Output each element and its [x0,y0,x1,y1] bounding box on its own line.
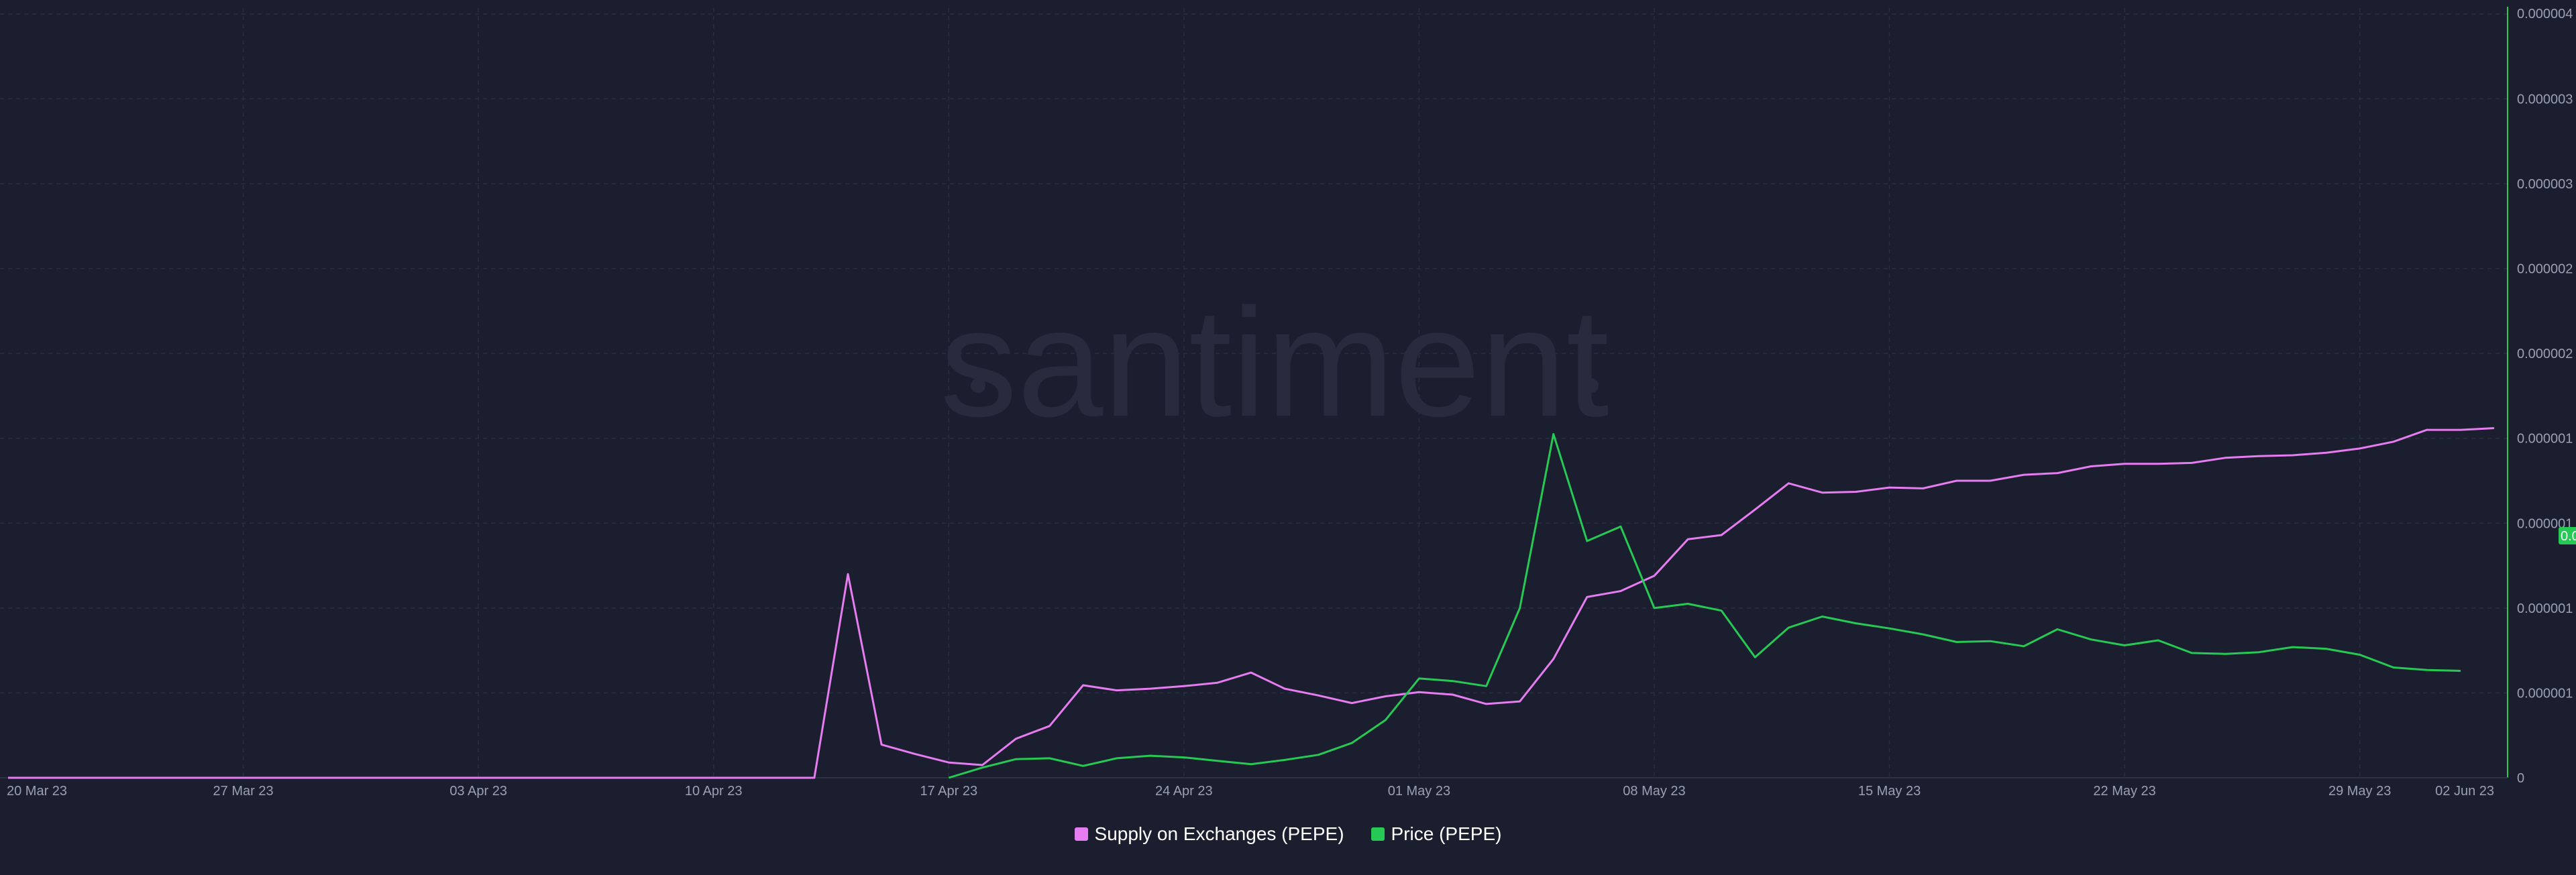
y-tick-label: 0.000003 [2517,92,2573,107]
series-line-price [949,434,2461,778]
legend-swatch-price [1371,827,1385,841]
x-tick-label: 03 Apr 23 [449,784,507,799]
y-tick-label: 0 [2517,771,2524,786]
y-axis-ticks: 0 0.000001 0.000001 0.000001 0.000001 0.00000… [2517,7,2573,786]
legend-label-price: Price (PEPE) [1391,823,1502,845]
price-label-text: 0.000001 [2561,529,2576,544]
y-tick-label: 0.000001 [2517,686,2573,701]
watermark-dot-right [1584,378,1599,393]
x-axis-ticks: 20 Mar 23 27 Mar 23 03 Apr 23 10 Apr 23 17 A… [7,784,2494,799]
santiment-watermark: santiment [940,276,1609,449]
x-tick-label: 22 May 23 [2093,784,2155,799]
x-tick-label: 20 Mar 23 [7,784,67,799]
legend: Supply on Exchanges (PEPE) Price (PEPE) [0,823,2576,845]
x-tick-label: 24 Apr 23 [1155,784,1213,799]
x-tick-label: 17 Apr 23 [920,784,977,799]
y-tick-label: 0.000001 [2517,601,2573,616]
y-tick-label: 0.000001 [2517,432,2573,447]
x-tick-label: 08 May 23 [1623,784,1685,799]
y-tick-label: 0.000004 [2517,7,2573,21]
x-tick-label: 02 Jun 23 [2435,784,2494,799]
price-label: 0.000001 [2559,527,2576,544]
legend-item-supply[interactable]: Supply on Exchanges (PEPE) [1075,823,1344,845]
legend-swatch-supply [1075,827,1088,841]
x-tick-label: 27 Mar 23 [213,784,274,799]
legend-item-price[interactable]: Price (PEPE) [1371,823,1502,845]
x-tick-label: 01 May 23 [1388,784,1450,799]
series-lines [8,428,2494,778]
watermark-dot-left [971,378,985,393]
legend-label-supply: Supply on Exchanges (PEPE) [1095,823,1344,845]
y-tick-label: 0.000003 [2517,177,2573,192]
series-line-supply [8,428,2494,778]
y-tick-label: 0.000002 [2517,347,2573,361]
y-tick-label: 0.000002 [2517,262,2573,277]
x-tick-label: 15 May 23 [1858,784,1921,799]
x-tick-label: 29 May 23 [2328,784,2391,799]
x-tick-label: 10 Apr 23 [685,784,743,799]
